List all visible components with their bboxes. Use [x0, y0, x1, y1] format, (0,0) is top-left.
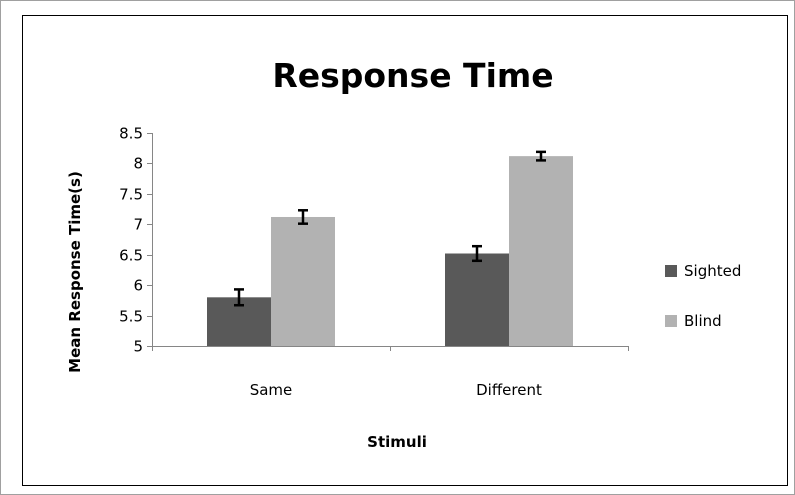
bar-blind-different: [509, 156, 573, 346]
legend-label-blind: Blind: [684, 312, 722, 330]
y-tick-label: 8.5: [119, 125, 143, 143]
y-tick-label: 6: [133, 277, 143, 295]
bar-sighted-different: [445, 253, 509, 346]
plot-area: 5 5.5 6 6.5 7 7.5 8 8.5 Same Different: [119, 125, 629, 399]
x-tick-label: Same: [250, 381, 293, 399]
y-tick-label: 7.5: [119, 186, 143, 204]
x-tick-label: Different: [476, 381, 542, 399]
legend-swatch-blind: [665, 315, 677, 327]
legend-swatch-sighted: [665, 265, 677, 277]
y-tick-label: 7: [133, 216, 143, 234]
y-axis-label: Mean Response Time(s): [66, 171, 84, 373]
legend-label-sighted: Sighted: [684, 262, 741, 280]
chart-title: Response Time: [272, 56, 553, 95]
legend: Sighted Blind: [665, 262, 741, 330]
chart-area-border: [22, 15, 788, 486]
y-tick-label: 5.5: [119, 308, 143, 326]
y-tick-label: 8: [133, 155, 143, 173]
y-tick-label: 6.5: [119, 247, 143, 265]
bar-blind-same: [271, 216, 335, 346]
x-axis-label: Stimuli: [367, 433, 427, 451]
y-tick-label: 5: [133, 338, 143, 356]
